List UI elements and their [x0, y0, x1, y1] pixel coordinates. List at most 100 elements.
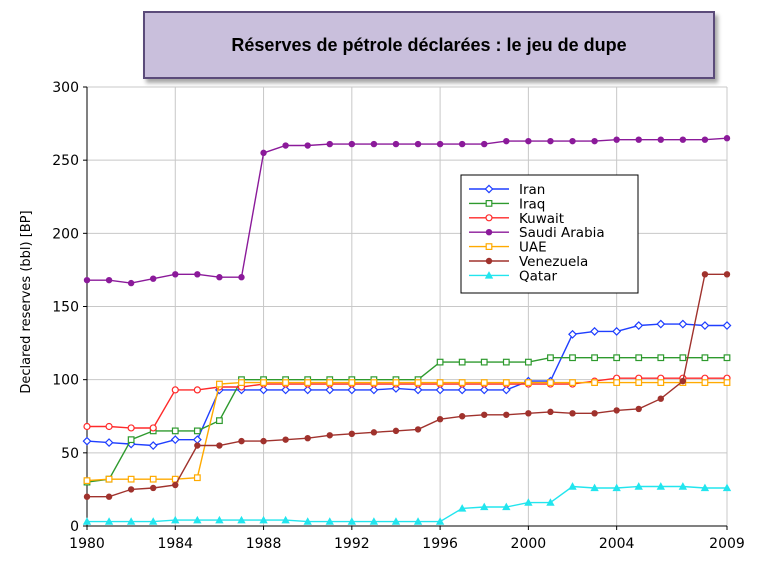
point-iraq-2005 — [635, 354, 643, 362]
point-saudi-arabia-2007 — [679, 136, 687, 143]
point-saudi-arabia-1998 — [481, 140, 488, 148]
legend-marker-venezuela — [485, 257, 493, 265]
point-qatar-1992 — [347, 517, 357, 525]
point-uae-1998 — [480, 379, 488, 386]
point-iran-2005 — [634, 321, 644, 330]
point-saudi-arabia-1996 — [436, 140, 444, 148]
point-kuwait-1984 — [171, 386, 179, 394]
data-series — [82, 135, 732, 525]
point-qatar-1984 — [171, 515, 180, 524]
point-iran-1984 — [170, 435, 180, 445]
point-iraq-2003 — [591, 354, 598, 362]
point-qatar-1993 — [369, 517, 379, 525]
point-saudi-arabia-1990 — [304, 142, 311, 149]
point-iran-2008 — [700, 321, 710, 330]
grid-lines — [86, 86, 728, 527]
point-uae-1989 — [282, 379, 290, 386]
point-iran-2003 — [590, 326, 600, 336]
point-iran-1995 — [413, 385, 423, 395]
point-venezuela-1998 — [481, 411, 488, 418]
point-uae-1993 — [370, 379, 378, 386]
point-venezuela-1981 — [105, 493, 113, 500]
point-saudi-arabia-2006 — [657, 136, 664, 143]
point-iran-1999 — [501, 385, 511, 395]
y-tick-label-50: 50 — [61, 446, 79, 462]
legend-label-venezuela: Venezuela — [519, 254, 588, 270]
point-kuwait-1980 — [83, 422, 91, 431]
point-venezuela-2004 — [613, 407, 620, 414]
point-iran-1981 — [104, 438, 114, 448]
series-line-iraq — [86, 357, 727, 483]
point-iran-1992 — [347, 385, 357, 395]
point-venezuela-1980 — [83, 493, 91, 500]
legend-marker-iran — [484, 184, 494, 194]
series-qatar — [82, 482, 732, 525]
point-venezuela-2009 — [723, 271, 731, 278]
point-qatar-1996 — [435, 517, 445, 525]
point-saudi-arabia-2003 — [591, 137, 598, 145]
point-iraq-2000 — [524, 358, 532, 366]
point-uae-1987 — [238, 379, 245, 386]
point-iraq-2006 — [657, 354, 665, 362]
x-tick-label-2009: 2009 — [709, 536, 745, 552]
point-uae-2003 — [591, 379, 598, 386]
point-uae-1991 — [326, 379, 334, 386]
point-iran-1980 — [82, 436, 92, 446]
x-tick-label-1996: 1996 — [422, 536, 458, 552]
legend-label-iraq: Iraq — [519, 196, 545, 212]
point-qatar-2006 — [656, 482, 665, 490]
point-venezuela-2007 — [679, 377, 687, 385]
point-iraq-2007 — [679, 354, 687, 362]
point-saudi-arabia-1992 — [348, 140, 356, 148]
point-qatar-1989 — [281, 515, 290, 524]
point-saudi-arabia-1995 — [414, 140, 422, 148]
point-venezuela-1990 — [304, 435, 311, 442]
point-venezuela-1987 — [238, 437, 245, 445]
point-qatar-1986 — [215, 515, 224, 524]
point-saudi-arabia-2005 — [635, 136, 642, 143]
point-saudi-arabia-2008 — [701, 136, 709, 143]
point-iran-1988 — [259, 385, 269, 395]
point-saudi-arabia-1986 — [216, 274, 223, 281]
y-tick-label-100: 100 — [52, 373, 79, 389]
point-uae-1981 — [105, 475, 113, 483]
series-kuwait — [83, 374, 731, 432]
point-qatar-1998 — [480, 502, 489, 511]
series-iraq — [83, 354, 731, 486]
point-iran-2007 — [678, 319, 688, 329]
point-venezuela-1997 — [458, 413, 466, 420]
point-qatar-1982 — [126, 517, 136, 525]
point-qatar-1995 — [413, 517, 423, 525]
point-uae-1997 — [458, 379, 466, 386]
point-iran-1989 — [281, 385, 291, 395]
y-tick-label-200: 200 — [52, 226, 79, 242]
point-saudi-arabia-1982 — [127, 279, 135, 287]
point-uae-1992 — [348, 379, 356, 386]
point-uae-1982 — [127, 475, 135, 483]
point-saudi-arabia-2001 — [547, 137, 554, 145]
y-tick-label-150: 150 — [52, 300, 79, 316]
point-uae-2006 — [657, 379, 665, 386]
point-venezuela-1983 — [150, 484, 157, 492]
x-tick-label-1992: 1992 — [334, 536, 370, 552]
point-saudi-arabia-1994 — [392, 140, 400, 148]
point-iraq-1984 — [171, 427, 179, 435]
point-qatar-2009 — [722, 483, 732, 492]
point-uae-2002 — [569, 379, 576, 386]
point-saudi-arabia-1981 — [105, 276, 113, 284]
series-venezuela — [83, 271, 731, 500]
point-iraq-1982 — [127, 436, 135, 444]
series-saudi-arabia — [83, 135, 731, 287]
point-uae-1985 — [193, 474, 201, 482]
point-iraq-1999 — [502, 358, 510, 366]
point-kuwait-1983 — [149, 424, 157, 432]
point-qatar-2008 — [700, 483, 710, 492]
point-iraq-2009 — [723, 354, 731, 362]
point-qatar-1983 — [149, 517, 158, 525]
point-iraq-1997 — [458, 358, 466, 366]
point-qatar-1991 — [325, 517, 334, 525]
point-iran-1998 — [479, 385, 489, 395]
point-qatar-2005 — [634, 482, 643, 490]
point-iran-2002 — [568, 329, 577, 339]
